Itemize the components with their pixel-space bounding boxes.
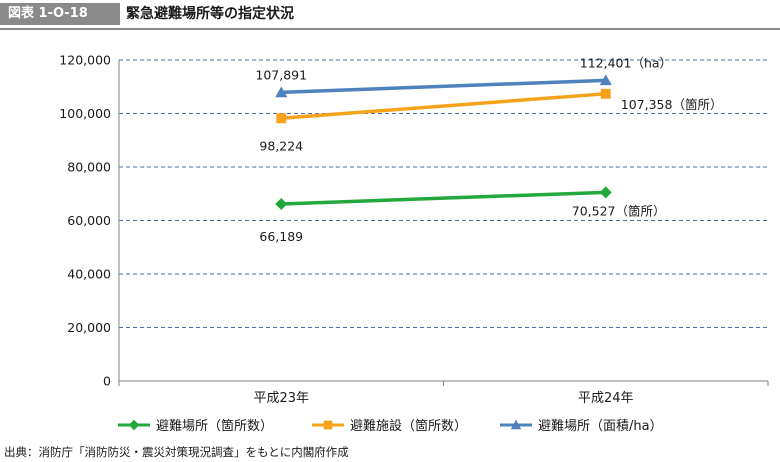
data-point <box>600 88 611 99</box>
series-line <box>281 78 606 95</box>
data-label: 70,527（箇所） <box>572 203 666 218</box>
y-tick-label: 40,000 <box>67 267 111 282</box>
y-tick-label: 20,000 <box>67 320 111 335</box>
data-label: 98,224 <box>259 138 303 153</box>
header-divider <box>0 28 780 30</box>
x-tick-label: 平成23年 <box>253 391 309 406</box>
data-point <box>275 197 288 210</box>
data-label: 107,358（箇所） <box>621 97 723 112</box>
legend-swatch-marker <box>510 419 522 430</box>
figure-title: 緊急避難場所等の指定状況 <box>126 6 294 22</box>
y-tick-label: 0 <box>103 374 111 389</box>
y-tick-label: 80,000 <box>67 160 111 175</box>
legend-label: 避難施設（箇所数） <box>350 418 467 434</box>
figure-label: 図表 1-O-18 <box>0 3 120 25</box>
data-point <box>276 113 287 124</box>
y-tick-label: 60,000 <box>67 213 111 228</box>
series-line <box>281 92 606 120</box>
series-line <box>281 190 606 206</box>
data-point <box>275 86 288 98</box>
legend-swatch-marker <box>323 420 333 430</box>
legend-swatch-marker <box>128 419 140 431</box>
legend-label: 避難場所（箇所数） <box>156 418 273 434</box>
source-note: 出典：消防庁「消防防災・震災対策現況調査」をもとに内閣府作成 <box>4 445 349 459</box>
data-point <box>599 186 612 199</box>
y-tick-label: 100,000 <box>59 106 111 121</box>
data-point <box>599 74 612 86</box>
data-label: 66,189 <box>259 229 303 244</box>
y-tick-label: 120,000 <box>59 53 111 68</box>
data-label: 112,401（ha） <box>580 55 672 70</box>
x-tick-label: 平成24年 <box>578 391 634 406</box>
figure-header: 図表 1-O-18 緊急避難場所等の指定状況 <box>0 0 780 32</box>
data-label: 107,891 <box>255 67 307 82</box>
legend-label: 避難場所（面積/ha） <box>538 419 663 434</box>
